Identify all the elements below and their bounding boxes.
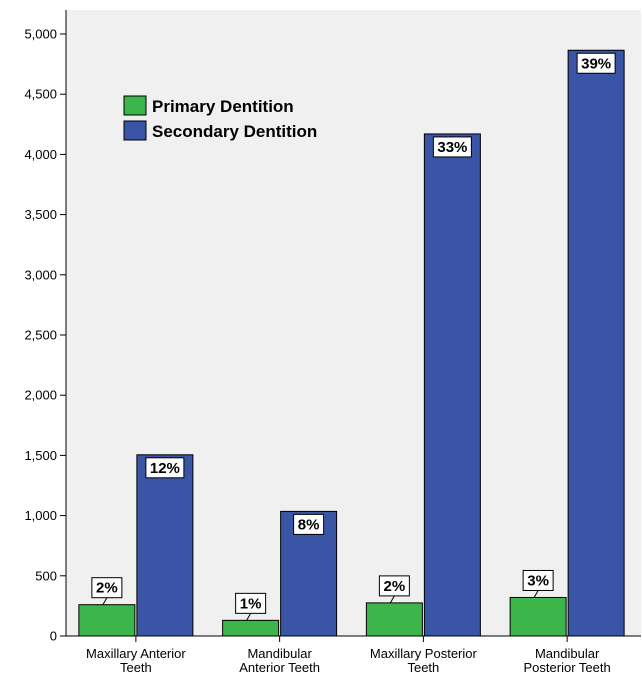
x-tick-label: Anterior Teeth [239,660,320,675]
primary-bar [509,596,567,637]
legend-swatch [123,95,147,116]
data-label: 2% [96,580,118,597]
data-label-box [145,457,185,479]
data-label-box [293,513,325,535]
y-tick-label: 5,000 [24,27,57,42]
data-label-box [576,52,616,74]
y-tick-label: 0 [50,629,57,644]
y-tick-label: 3,500 [24,207,57,222]
data-label-connector [246,613,252,621]
data-label-box [432,136,472,158]
data-label: 39% [581,55,611,72]
data-label-box [91,577,123,599]
legend-swatch [123,120,147,141]
x-tick-label: Mandibular [247,646,312,661]
data-label-connector [533,590,539,598]
primary-bar [365,602,423,637]
y-tick-label: 2,000 [24,388,57,403]
primary-bar [222,619,280,637]
data-label-box [378,575,410,597]
y-tick-label: 1,000 [24,508,57,523]
x-tick-label: Posterior Teeth [524,660,611,675]
data-label: 2% [384,578,406,595]
data-label: 1% [240,595,262,612]
data-label: 33% [437,139,467,156]
y-tick-label: 1,500 [24,448,57,463]
x-tick-label: Teeth [120,660,152,675]
data-label: 12% [150,460,180,477]
data-label-box [235,592,267,614]
data-label-connector [389,595,395,604]
secondary-bar [423,133,481,637]
secondary-bar [567,49,625,637]
primary-bar [78,604,136,637]
data-label-box [522,569,554,591]
x-tick-label: Teeth [407,660,439,675]
data-label-connector [102,597,108,605]
y-tick-label: 3,000 [24,267,57,282]
y-tick-label: 4,500 [24,87,57,102]
x-tick-label: Mandibular [535,646,600,661]
legend-label: Primary Dentition [152,97,294,116]
legend-label: Secondary Dentition [152,122,317,141]
secondary-bar [136,454,194,637]
data-label: 3% [527,572,549,589]
y-tick-label: 4,000 [24,147,57,162]
data-label: 8% [298,516,320,533]
y-tick-label: 500 [35,568,57,583]
x-tick-label: Maxillary Posterior [370,646,478,661]
y-tick-label: 2,500 [24,328,57,343]
x-tick-label: Maxillary Anterior [86,646,186,661]
